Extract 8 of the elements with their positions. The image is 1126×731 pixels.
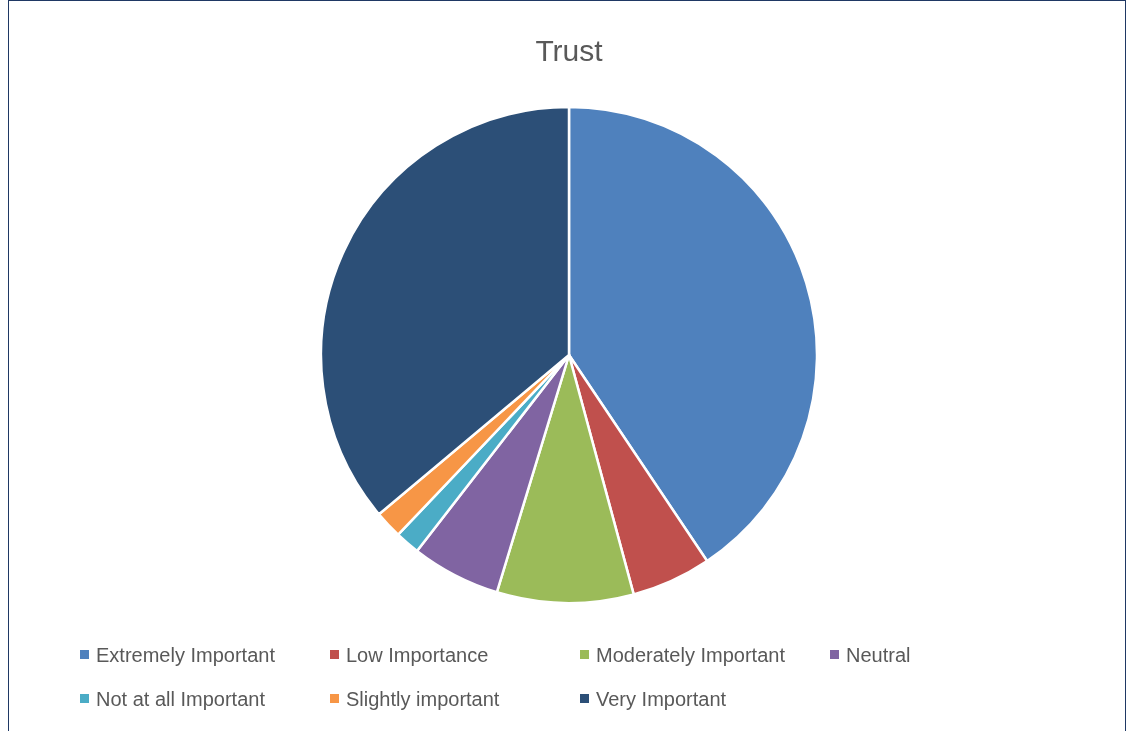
legend-label: Neutral [846,644,911,666]
legend-label: Very Important [596,688,727,710]
legend-label: Moderately Important [596,644,786,666]
legend-label: Not at all Important [96,688,266,710]
legend-label: Slightly important [346,688,500,710]
legend-label: Extremely Important [96,644,276,666]
chart-title: Trust [535,33,604,67]
legend-label: Low Importance [346,644,489,666]
